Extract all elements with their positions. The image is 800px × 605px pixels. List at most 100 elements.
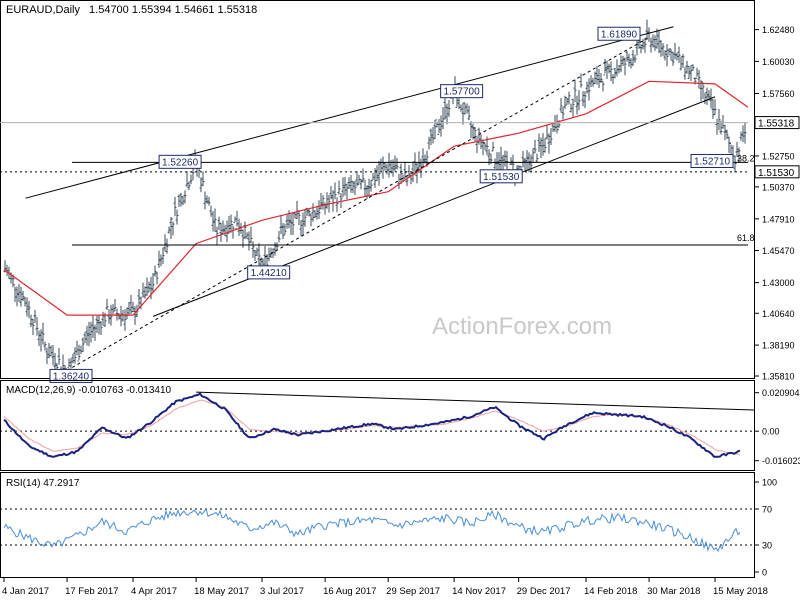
price-tick-label: 1.62480 [762, 25, 795, 35]
price-bar [687, 65, 691, 79]
price-bar [91, 315, 95, 338]
support-level-tag [754, 165, 800, 179]
price-bar [313, 210, 317, 218]
price-bar [735, 141, 739, 157]
price-tick-label: 1.52750 [762, 151, 795, 161]
price-bar [335, 197, 339, 213]
price-bar [569, 103, 573, 113]
price-bar [441, 107, 445, 130]
price-bar [547, 133, 551, 154]
level-callout-label: 1.52260 [162, 157, 199, 168]
price-bar [121, 310, 125, 322]
channel-lower-line [152, 96, 716, 317]
price-bar [45, 347, 49, 365]
price-bar [221, 220, 225, 234]
price-bar [367, 178, 371, 197]
level-callout-box [440, 84, 484, 99]
macd-tick-label: 0.00 [762, 427, 780, 437]
price-bar [253, 249, 257, 262]
time-tick-label: 4 Jan 2017 [2, 586, 49, 597]
price-bar [203, 191, 207, 210]
price-bar [567, 91, 571, 105]
price-bar [285, 214, 289, 229]
price-bar [447, 100, 451, 117]
price-bar [213, 208, 217, 232]
price-bar [469, 121, 473, 139]
price-bar [277, 231, 281, 243]
price-bar [649, 37, 653, 53]
price-bar [565, 97, 569, 105]
price-bar [87, 321, 91, 347]
price-tick-label: 1.50370 [762, 182, 795, 192]
price-bar [667, 48, 671, 56]
price-bar [533, 139, 537, 153]
price-bar [705, 87, 709, 105]
level-callout: 1.61890 [597, 26, 641, 41]
price-bar [239, 222, 243, 235]
price-bar [549, 127, 553, 145]
price-bar [537, 133, 541, 152]
price-bar [281, 222, 285, 240]
price-bar [321, 195, 325, 210]
price-bar [633, 54, 637, 63]
price-bar [163, 234, 167, 252]
price-bar [739, 131, 743, 141]
price-tick-label: 1.40640 [762, 309, 795, 319]
price-bar [543, 138, 547, 153]
price-bar [727, 136, 731, 153]
price-bar [713, 99, 717, 116]
price-bar [211, 211, 215, 232]
price-bar [383, 162, 387, 171]
price-bar [33, 309, 37, 323]
price-bar [743, 122, 747, 144]
price-bar [629, 58, 633, 69]
price-bar [427, 136, 431, 150]
price-bar [155, 271, 159, 285]
price-bar [273, 242, 277, 256]
time-tick-label: 15 May 2018 [713, 586, 768, 597]
level-callout-box [247, 265, 291, 280]
price-bar [153, 265, 157, 277]
price-bar [343, 176, 347, 196]
rsi-plot-layer [0, 507, 754, 553]
price-bar [499, 146, 503, 171]
price-bar [183, 190, 187, 204]
price-bar [217, 216, 221, 231]
price-bar [703, 92, 707, 105]
price-bar [137, 289, 141, 309]
price-bar [25, 297, 29, 317]
price-bar [295, 200, 299, 219]
price-bar [181, 196, 185, 206]
price-bar [597, 69, 601, 89]
price-bar [605, 60, 609, 79]
price-bar [421, 148, 425, 167]
price-bar [185, 171, 189, 188]
price-bar [585, 81, 589, 94]
price-bar [189, 174, 193, 185]
price-bar [407, 165, 411, 179]
price-tick-label: 1.43000 [762, 278, 795, 288]
price-bar [209, 205, 213, 217]
rsi-panel-frame [0, 472, 755, 578]
price-bar [353, 180, 357, 196]
price-bar [85, 325, 89, 346]
price-bar [275, 242, 279, 251]
price-bar [617, 65, 621, 74]
level-callout-label: 1.61890 [601, 29, 638, 40]
price-bar [587, 78, 591, 101]
price-bar [525, 150, 529, 171]
price-bar [673, 42, 677, 60]
price-bar [107, 309, 111, 324]
price-bar [223, 224, 227, 237]
price-tick-label: 1.45470 [762, 246, 795, 256]
price-bar [233, 216, 237, 223]
price-bar [373, 168, 377, 188]
price-bar [683, 67, 687, 80]
price-bar [643, 37, 647, 53]
symbol-label: EURAUD,Daily [6, 4, 80, 16]
price-bar [231, 223, 235, 239]
macd-tick-label: 0.020904 [762, 388, 800, 398]
price-bar [737, 147, 741, 163]
price-bar [161, 247, 165, 265]
price-bar [205, 195, 209, 204]
